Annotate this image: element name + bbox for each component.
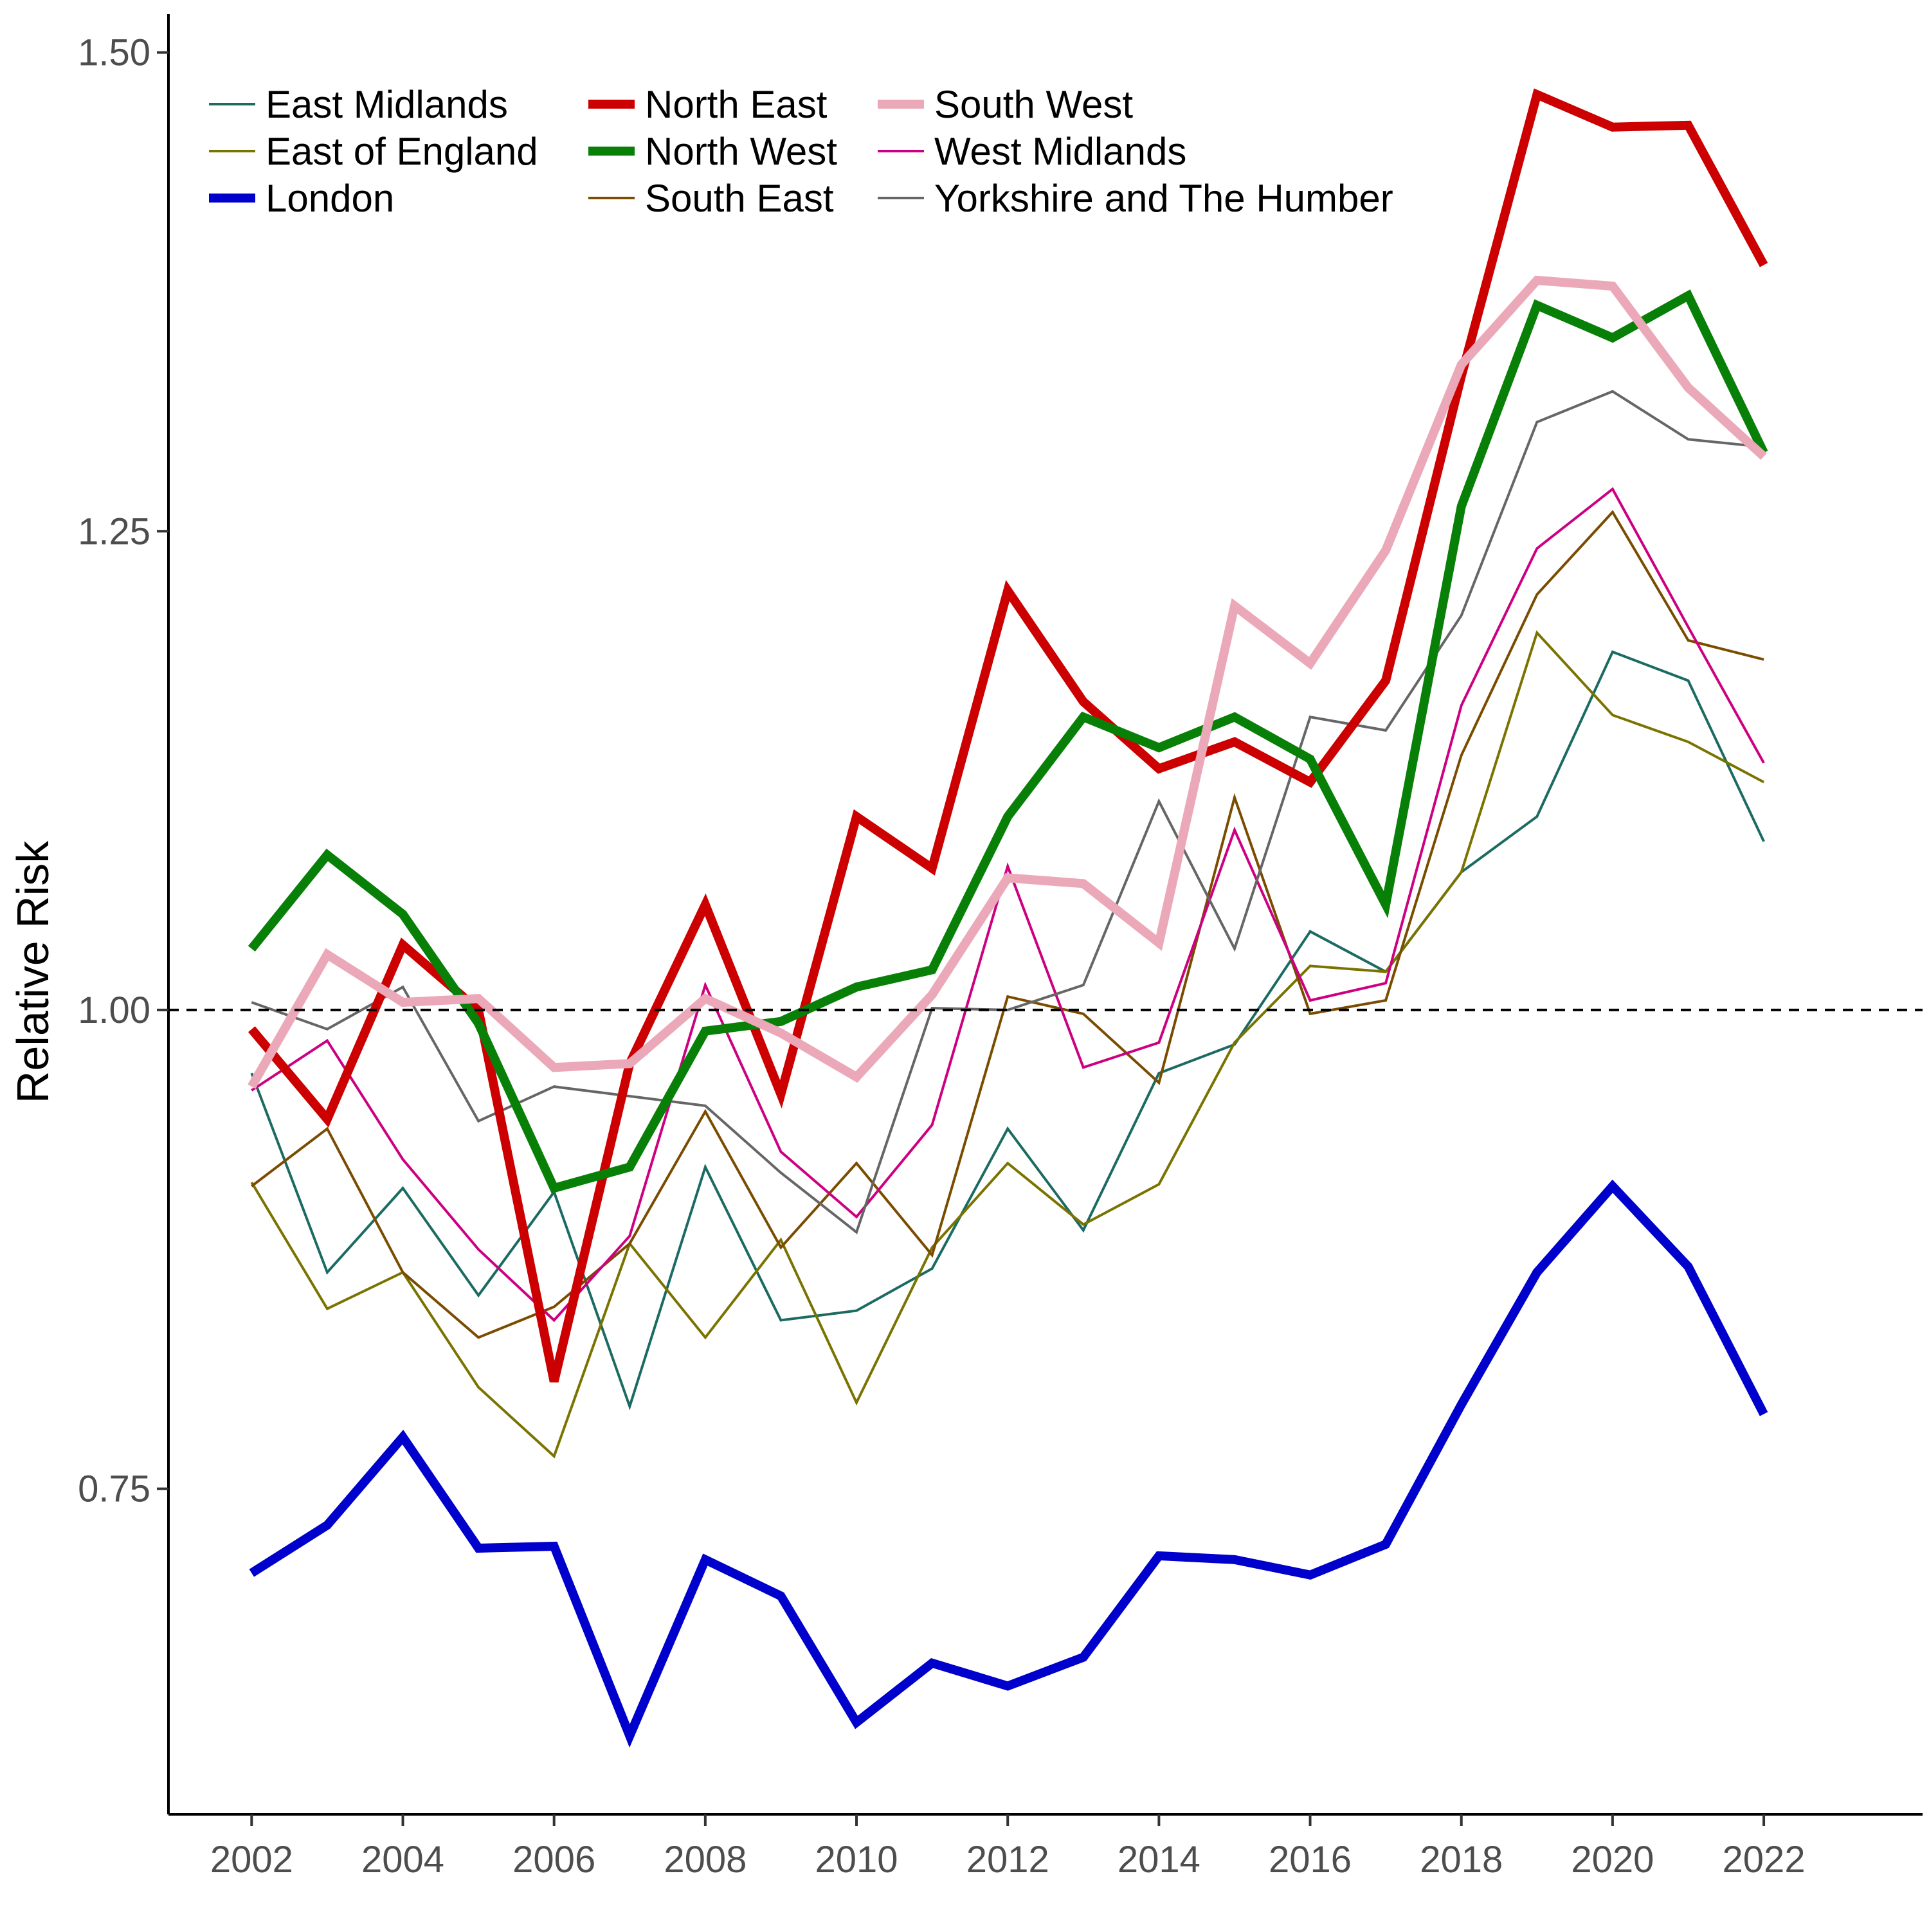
legend-label: Yorkshire and The Humber xyxy=(934,177,1393,220)
series-line-east-of-england xyxy=(250,630,1765,1459)
legend-label: East of England xyxy=(266,130,538,173)
legend-label: South East xyxy=(645,177,834,220)
x-tick-label: 2018 xyxy=(1420,1839,1503,1881)
legend-item-east-of-england: East of England xyxy=(209,130,538,173)
y-tick-label: 1.25 xyxy=(78,510,150,552)
legend-item-west-midlands: West Midlands xyxy=(878,130,1186,173)
x-tick-label: 2006 xyxy=(512,1839,595,1881)
legend-item-south-east: South East xyxy=(588,177,834,220)
series-line-london xyxy=(249,1179,1768,1748)
x-axis-ticks: 2002 2004 2006 2008 2010 2012 2014 2016 2018 2020… xyxy=(210,1814,1806,1881)
legend-item-south-west: South West xyxy=(878,83,1133,126)
x-tick-label: 2014 xyxy=(1118,1839,1200,1881)
axes: 0.75 1.00 1.25 1.50 2002 2004 2006 2008 2010 201… xyxy=(8,14,1923,1881)
legend-item-north-west: North West xyxy=(588,130,837,173)
x-tick-label: 2010 xyxy=(815,1839,898,1881)
series-line-yorkshire-and-the-humber xyxy=(251,390,1764,1234)
x-tick-label: 2020 xyxy=(1571,1839,1654,1881)
legend-item-yorkshire-and-the-humber: Yorkshire and The Humber xyxy=(878,177,1393,220)
x-tick-label: 2004 xyxy=(361,1839,444,1881)
legend-label: East Midlands xyxy=(266,83,508,126)
series-line-north-west xyxy=(248,289,1768,1194)
series-line-east-midlands xyxy=(250,650,1765,1411)
series-line-south-east xyxy=(251,510,1764,1339)
legend-label: South West xyxy=(934,83,1133,126)
legend-item-london: London xyxy=(209,177,394,220)
series-line-north-east xyxy=(248,88,1768,1383)
legend-item-north-east: North East xyxy=(588,83,828,126)
legend-label: North East xyxy=(645,83,828,126)
legend-label: West Midlands xyxy=(934,130,1186,173)
x-tick-label: 2002 xyxy=(210,1839,293,1881)
y-tick-label: 0.75 xyxy=(78,1468,150,1510)
legend-item-east-midlands: East Midlands xyxy=(209,83,508,126)
series-line-south-west xyxy=(248,275,1767,1089)
x-tick-label: 2012 xyxy=(966,1839,1049,1881)
series-lines xyxy=(248,88,1768,1748)
legend-label: London xyxy=(266,177,394,220)
series-line-west-midlands xyxy=(251,487,1765,1323)
y-tick-label: 1.50 xyxy=(78,32,150,74)
legend-label: North West xyxy=(645,130,837,173)
y-tick-label: 1.00 xyxy=(78,989,150,1031)
x-tick-label: 2022 xyxy=(1723,1839,1806,1881)
x-tick-label: 2008 xyxy=(664,1839,747,1881)
y-axis-ticks: 0.75 1.00 1.25 1.50 xyxy=(78,32,168,1510)
x-tick-label: 2016 xyxy=(1269,1839,1352,1881)
y-axis-title: Relative Risk xyxy=(8,840,58,1103)
